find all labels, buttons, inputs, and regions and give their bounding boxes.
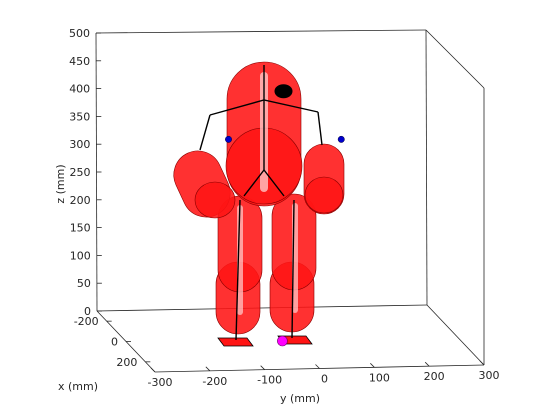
right-shoulder-joint — [337, 135, 345, 143]
robot-body — [173, 61, 345, 347]
y-tick-mark — [315, 364, 320, 369]
y-tick-mark — [424, 361, 430, 367]
z-tick-labels: 0 50 100 150 200 250 300 350 400 450 500 — [69, 27, 91, 318]
y-tick-label: -200 — [202, 375, 227, 388]
y-tick-label: 200 — [424, 370, 445, 383]
z-tick-label: 150 — [70, 222, 91, 235]
tick-marks — [96, 32, 485, 373]
y-tick-label: -100 — [257, 374, 282, 387]
right-hand — [304, 176, 344, 214]
z-tick-label: 50 — [77, 277, 91, 290]
x-axis-label: x (mm) — [58, 380, 98, 393]
z-tick-label: 450 — [69, 55, 90, 68]
center-of-mass-marker — [277, 335, 288, 347]
y-tick-labels: -300 -200 -100 0 100 200 300 — [148, 369, 500, 389]
left-hand — [194, 181, 236, 219]
markers — [225, 84, 345, 347]
left-leg-bone — [235, 199, 241, 341]
head-marker — [274, 84, 293, 99]
y-tick-mark — [260, 365, 265, 370]
z-axis-label: z (mm) — [54, 164, 67, 203]
z-tick-label: 200 — [70, 194, 91, 207]
pelvis-bone — [243, 168, 285, 197]
x-tick-label: 0 — [111, 336, 118, 349]
y-tick-label: -300 — [148, 376, 173, 389]
x-tick-labels: -200 0 200 — [74, 315, 138, 369]
z-tick-label: 0 — [84, 305, 91, 318]
z-tick-label: 300 — [69, 138, 90, 151]
right-leg-bone — [291, 199, 295, 339]
y-tick-label: 0 — [321, 373, 328, 386]
y-tick-mark — [479, 360, 485, 366]
y-tick-mark — [370, 363, 375, 368]
x-tick-label: 200 — [116, 356, 137, 369]
y-axis-label: y (mm) — [280, 392, 320, 405]
y-tick-label: 100 — [369, 371, 390, 384]
y-tick-mark — [150, 367, 156, 373]
right-upper-arm-bone — [317, 111, 323, 146]
z-tick-label: 250 — [70, 166, 91, 179]
x-tick-label: -200 — [74, 315, 99, 328]
left-foot — [217, 337, 254, 347]
y-tick-label: 300 — [479, 369, 500, 382]
z-tick-label: 400 — [69, 83, 90, 96]
z-tick-label: 500 — [69, 27, 90, 40]
y-tick-mark — [205, 366, 211, 372]
left-shoulder-joint — [225, 135, 232, 143]
left-upper-arm-bone — [199, 114, 211, 151]
z-tick-label: 100 — [70, 249, 91, 262]
z-tick-label: 350 — [69, 110, 90, 123]
